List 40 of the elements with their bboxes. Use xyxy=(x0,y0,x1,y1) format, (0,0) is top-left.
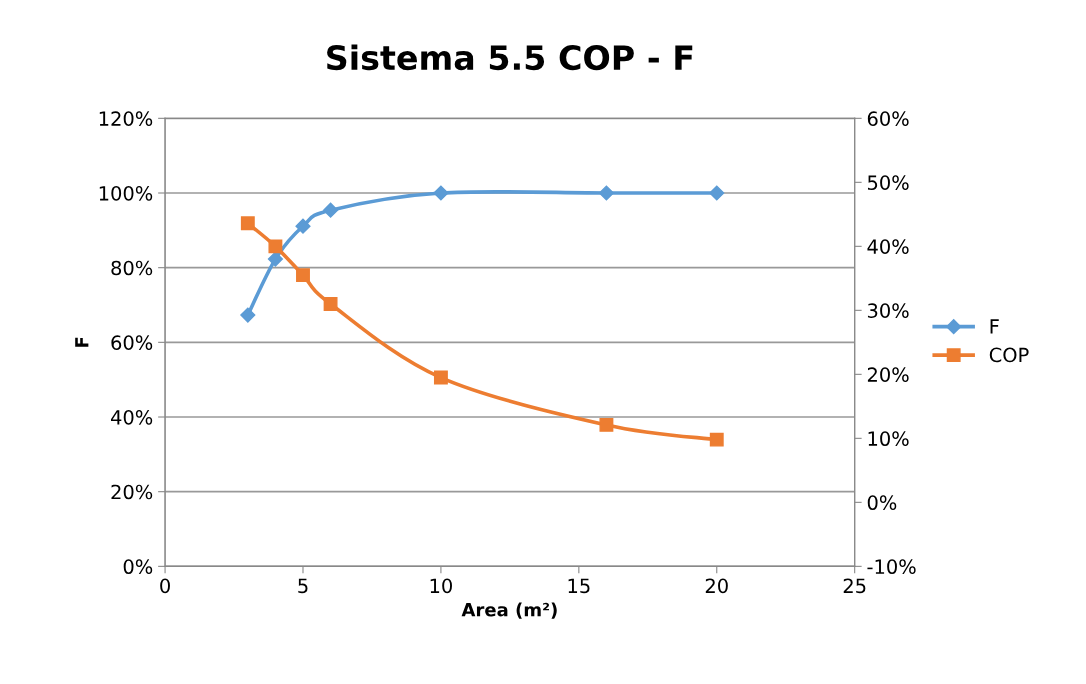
y-tick-label: 120% xyxy=(99,111,153,126)
x-tick-label: 10 xyxy=(430,578,452,594)
y-tick-label: 20% xyxy=(111,484,153,500)
chart-title: Sistema 5.5 COP - F xyxy=(327,44,693,71)
y2-tick-label: -10% xyxy=(867,559,916,575)
point xyxy=(709,185,725,201)
legend-label: F xyxy=(990,319,999,334)
point xyxy=(323,202,339,218)
point xyxy=(323,296,338,311)
point xyxy=(433,370,448,385)
y2-tick-label: 0% xyxy=(867,495,897,511)
point xyxy=(296,268,310,283)
y-tick-label: 60% xyxy=(111,335,153,351)
point xyxy=(433,185,449,201)
point xyxy=(240,307,256,323)
y2-tick-label: 40% xyxy=(867,239,909,254)
x-tick-label: 5 xyxy=(298,578,308,594)
y-tick-label: 40% xyxy=(111,409,153,425)
point xyxy=(267,251,283,267)
x-tick-label: 15 xyxy=(568,578,590,594)
y2-tick-label: 60% xyxy=(867,111,909,126)
point xyxy=(268,239,283,254)
point xyxy=(240,216,255,231)
x-tick-label: 25 xyxy=(843,578,866,594)
y-axis-title: F xyxy=(75,337,89,347)
x-tick-label: 20 xyxy=(705,578,728,594)
legend-label: COP xyxy=(989,347,1029,363)
y2-tick-label: 50% xyxy=(867,175,909,190)
point xyxy=(295,218,311,234)
y-tick-label: 0% xyxy=(123,559,153,575)
y2-tick-label: 20% xyxy=(867,367,909,383)
x-axis-title: Area (m²) xyxy=(461,602,557,619)
y2-tick-label: 30% xyxy=(867,303,909,318)
y-tick-label: 100% xyxy=(99,185,153,201)
point xyxy=(598,185,614,201)
y-tick-label: 80% xyxy=(111,260,153,276)
y2-tick-label: 10% xyxy=(868,431,909,447)
point xyxy=(599,417,614,432)
point xyxy=(709,432,724,447)
x-tick-label: 0 xyxy=(160,578,170,594)
